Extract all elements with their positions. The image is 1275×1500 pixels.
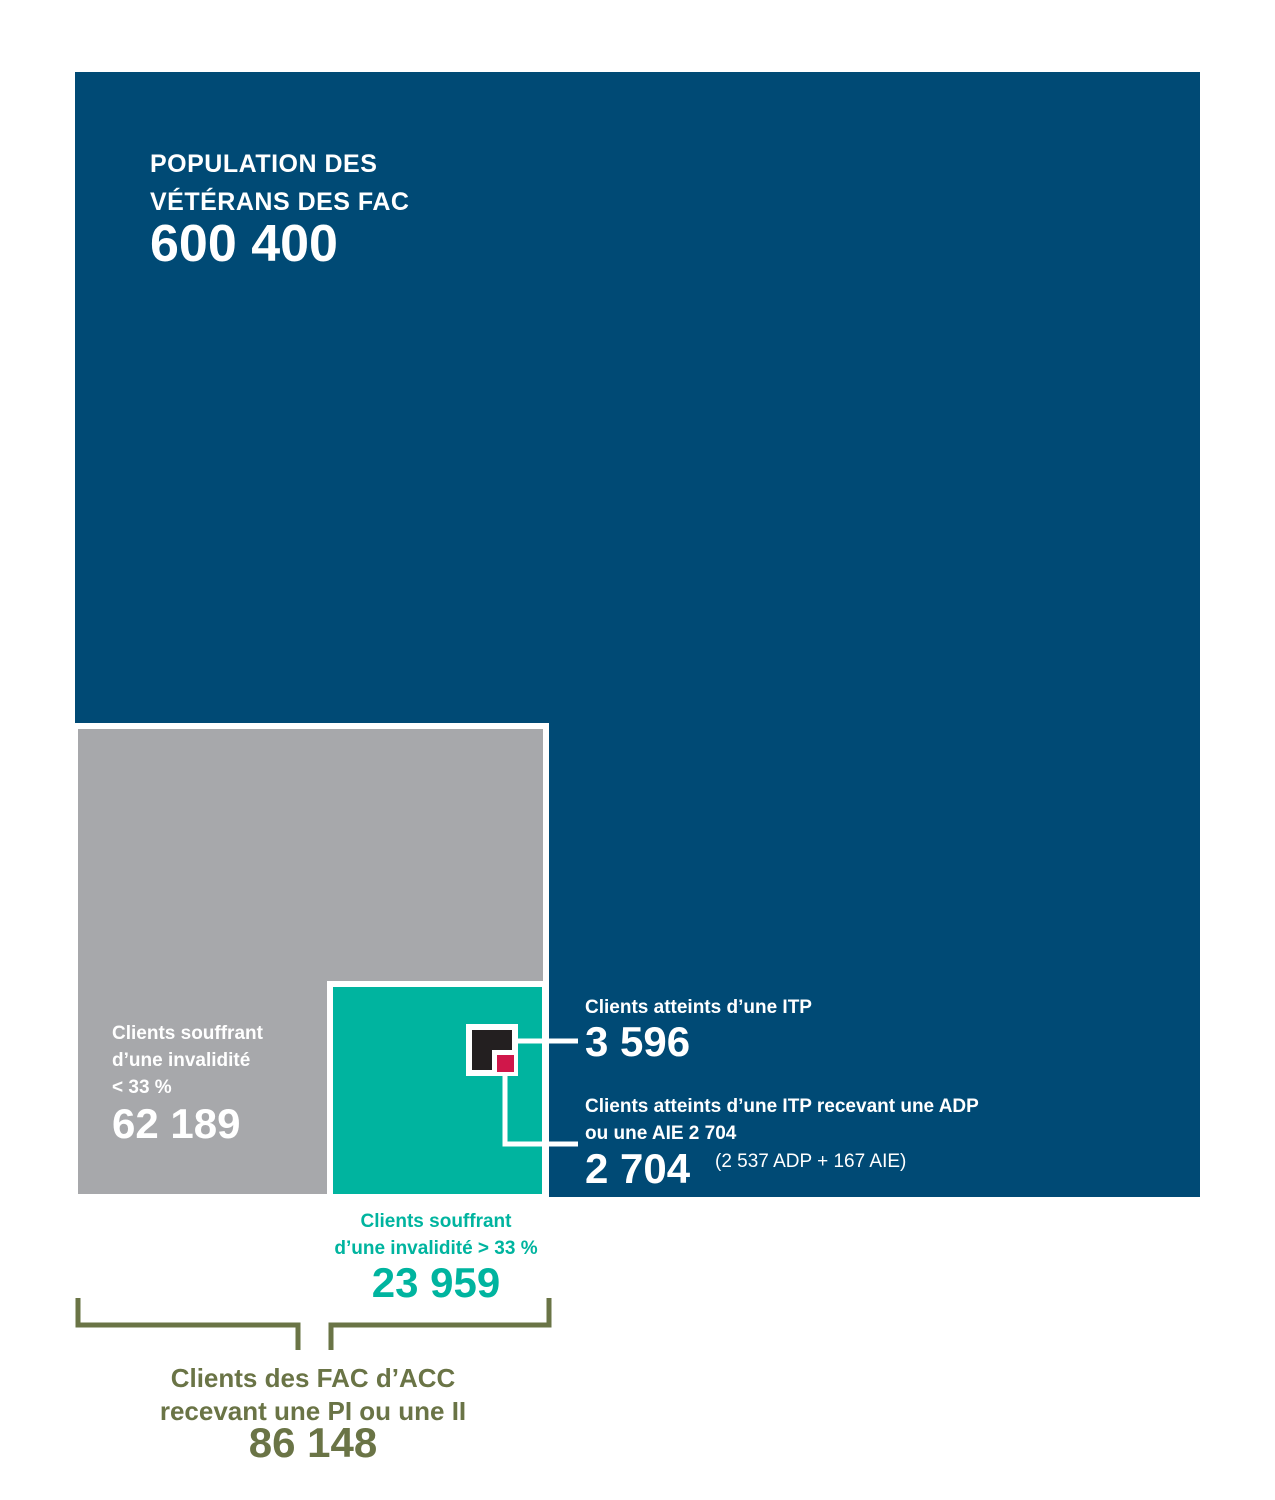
disability-under-label-line1: Clients souffrant	[112, 1023, 263, 1044]
population-title-line2: VÉTÉRANS DES FAC	[150, 188, 410, 216]
disability-under-label-line3: < 33 %	[112, 1077, 172, 1098]
itp-adp-connector-line	[502, 1074, 578, 1147]
disability-under-label-line2: d’une invalidité	[112, 1050, 251, 1071]
itp-label: Clients atteints d’une ITP	[585, 997, 812, 1018]
itp-adp-aie-square	[497, 1055, 514, 1072]
disability-over-value: 23 959	[371, 1259, 501, 1306]
itp-value: 3 596	[585, 1018, 691, 1065]
bracket-right	[328, 1298, 552, 1350]
disability-over-33-square	[327, 981, 548, 1200]
total-clients-label-line2: recevant une PI ou une II	[159, 1396, 467, 1426]
disability-over-label-line1: Clients souffrant	[360, 1211, 512, 1232]
disability-over-label: Clients souffrant d’une invalidité > 33 …	[300, 1208, 572, 1262]
population-value: 600 400	[150, 215, 338, 273]
population-title-line1: POPULATION DES	[150, 150, 378, 178]
population-title: POPULATION DES VÉTÉRANS DES FAC	[150, 145, 570, 221]
itp-adp-label: Clients atteints d’une ITP recevant une …	[585, 1093, 1055, 1147]
total-clients-label: Clients des FAC d’ACC recevant une PI ou…	[100, 1362, 526, 1428]
disability-under-value: 62 189	[112, 1100, 241, 1147]
disability-over-label-line2: d’une invalidité > 33 %	[334, 1238, 538, 1259]
itp-adp-label-line1: Clients atteints d’une ITP recevant une …	[585, 1096, 979, 1117]
bracket-left	[75, 1298, 301, 1350]
disability-under-label: Clients souffrant d’une invalidité < 33 …	[112, 1020, 312, 1101]
itp-adp-label-line2: ou une AIE 2 704	[585, 1123, 737, 1144]
itp-adp-value: 2 704	[585, 1145, 691, 1192]
total-clients-label-line1: Clients des FAC d’ACC	[170, 1363, 456, 1393]
total-clients-value: 86 148	[248, 1419, 378, 1466]
itp-adp-breakdown: (2 537 ADP + 167 AIE)	[715, 1151, 907, 1172]
